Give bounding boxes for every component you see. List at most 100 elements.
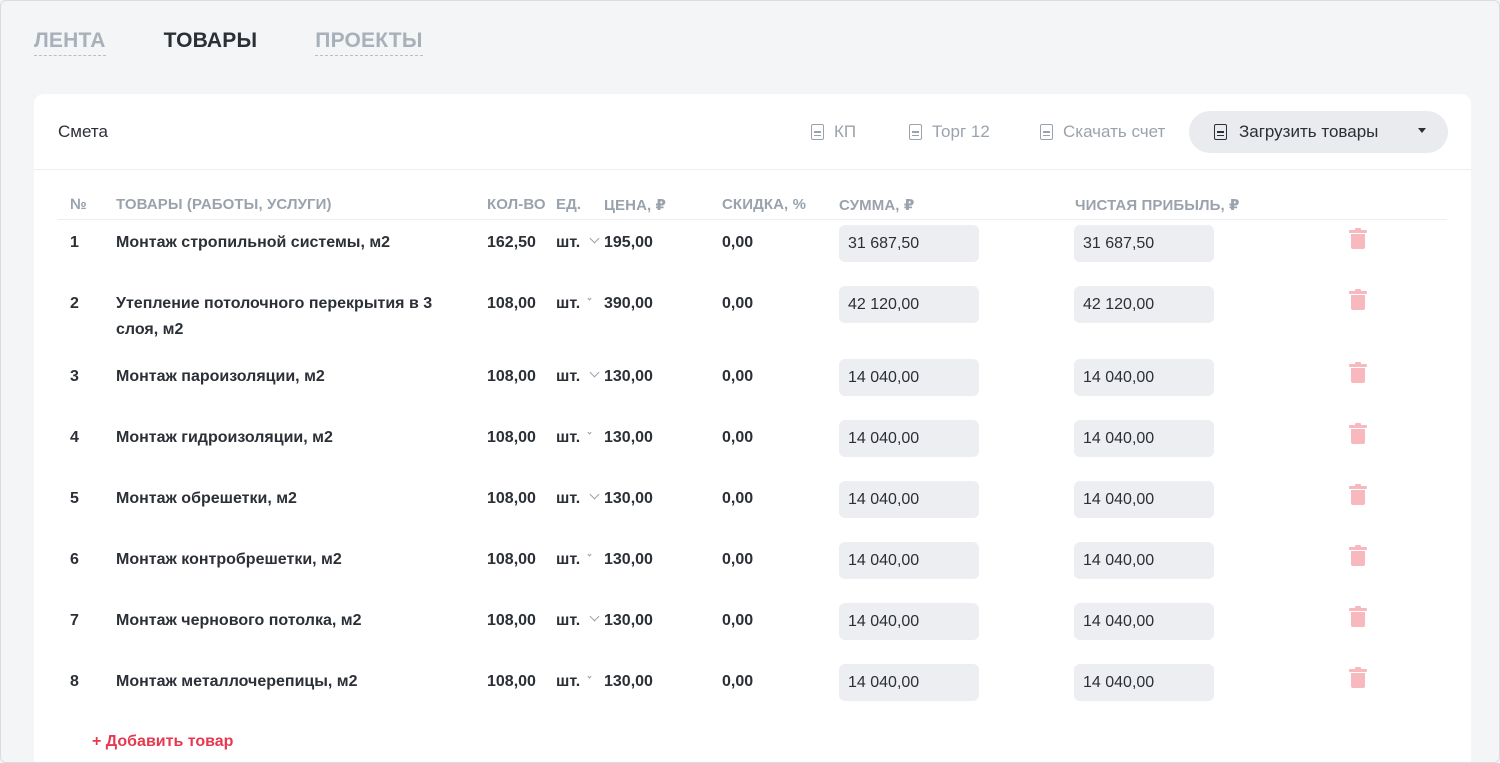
row-name[interactable]: Монтаж пароизоляции, м2	[116, 368, 325, 385]
top-tabs: ЛЕНТА ТОВАРЫ ПРОЕКТЫ	[34, 29, 481, 56]
chevron-down-icon[interactable]	[587, 674, 592, 679]
kp-label: КП	[834, 122, 857, 141]
chevron-down-icon[interactable]	[589, 233, 600, 244]
table-header: № ТОВАРЫ (РАБОТЫ, УСЛУГИ) КОЛ-ВО ЕД. ЦЕН…	[58, 194, 1447, 220]
row-price[interactable]: 130,00	[604, 612, 653, 629]
row-price[interactable]: 390,00	[604, 295, 653, 312]
document-icon	[1040, 124, 1053, 140]
document-icon	[909, 124, 922, 140]
row-price[interactable]: 130,00	[604, 368, 653, 385]
row-profit: 14 040,00	[1074, 359, 1214, 396]
chevron-down-icon[interactable]	[587, 430, 592, 435]
row-unit[interactable]: шт.	[556, 295, 581, 312]
trash-icon[interactable]	[1349, 667, 1367, 689]
row-unit[interactable]: шт.	[556, 234, 581, 251]
kp-button[interactable]: КП	[811, 122, 856, 142]
trash-icon[interactable]	[1349, 545, 1367, 567]
card-header: Смета КП Торг 12 Скачать счет Загрузить …	[34, 94, 1471, 170]
col-name: ТОВАРЫ (РАБОТЫ, УСЛУГИ)	[116, 196, 332, 213]
row-sum: 14 040,00	[839, 420, 979, 457]
table-row: 7 Монтаж чернового потолка, м2 108,00 шт…	[58, 603, 1447, 669]
trash-icon[interactable]	[1349, 484, 1367, 506]
row-discount[interactable]: 0,00	[722, 234, 754, 251]
chevron-down-icon[interactable]	[587, 296, 592, 301]
table-row: 6 Монтаж контробрешетки, м2 108,00 шт. 1…	[58, 542, 1447, 608]
caret-down-icon	[1418, 128, 1426, 133]
row-unit[interactable]: шт.	[556, 612, 581, 629]
trash-icon[interactable]	[1349, 423, 1367, 445]
row-num: 8	[70, 673, 79, 690]
row-sum: 31 687,50	[839, 225, 979, 262]
trash-icon[interactable]	[1349, 228, 1367, 250]
tab-projects[interactable]: ПРОЕКТЫ	[315, 29, 423, 56]
row-discount[interactable]: 0,00	[722, 551, 754, 568]
row-unit[interactable]: шт.	[556, 429, 581, 446]
col-qty: КОЛ-ВО	[487, 196, 546, 213]
row-qty[interactable]: 108,00	[487, 673, 536, 690]
row-sum: 14 040,00	[839, 481, 979, 518]
tab-products[interactable]: ТОВАРЫ	[163, 29, 258, 52]
col-unit: ЕД.	[556, 196, 582, 213]
row-unit[interactable]: шт.	[556, 490, 581, 507]
chevron-down-icon[interactable]	[589, 367, 600, 378]
row-qty[interactable]: 162,50	[487, 234, 536, 251]
row-unit[interactable]: шт.	[556, 368, 581, 385]
chevron-down-icon[interactable]	[589, 489, 600, 500]
row-qty[interactable]: 108,00	[487, 429, 536, 446]
row-qty[interactable]: 108,00	[487, 551, 536, 568]
row-qty[interactable]: 108,00	[487, 368, 536, 385]
row-sum: 42 120,00	[839, 286, 979, 323]
row-name[interactable]: Монтаж гидроизоляции, м2	[116, 429, 333, 446]
chevron-down-icon[interactable]	[589, 611, 600, 622]
row-profit: 14 040,00	[1074, 603, 1214, 640]
row-discount[interactable]: 0,00	[722, 490, 754, 507]
row-name[interactable]: Монтаж контробрешетки, м2	[116, 551, 342, 568]
tab-feed[interactable]: ЛЕНТА	[34, 29, 106, 56]
document-icon	[1214, 124, 1227, 140]
row-num: 1	[70, 234, 79, 251]
row-name[interactable]: Утепление потолочного перекрытия в 3 сло…	[116, 295, 433, 338]
trash-icon[interactable]	[1349, 362, 1367, 384]
row-discount[interactable]: 0,00	[722, 612, 754, 629]
row-price[interactable]: 195,00	[604, 234, 653, 251]
row-profit: 14 040,00	[1074, 420, 1214, 457]
row-discount[interactable]: 0,00	[722, 295, 754, 312]
col-num: №	[70, 196, 87, 213]
download-invoice-button[interactable]: Скачать счет	[1040, 122, 1165, 142]
row-price[interactable]: 130,00	[604, 490, 653, 507]
row-name[interactable]: Монтаж металлочерепицы, м2	[116, 673, 358, 690]
row-profit: 42 120,00	[1074, 286, 1214, 323]
row-qty[interactable]: 108,00	[487, 295, 536, 312]
row-discount[interactable]: 0,00	[722, 368, 754, 385]
row-discount[interactable]: 0,00	[722, 673, 754, 690]
row-unit[interactable]: шт.	[556, 673, 581, 690]
row-num: 5	[70, 490, 79, 507]
row-profit: 31 687,50	[1074, 225, 1214, 262]
row-profit: 14 040,00	[1074, 481, 1214, 518]
trash-icon[interactable]	[1349, 289, 1367, 311]
table-row: 8 Монтаж металлочерепицы, м2 108,00 шт. …	[58, 664, 1447, 730]
table-row: 4 Монтаж гидроизоляции, м2 108,00 шт. 13…	[58, 420, 1447, 486]
upload-products-button[interactable]: Загрузить товары	[1189, 111, 1448, 153]
torg12-button[interactable]: Торг 12	[909, 122, 990, 142]
row-name[interactable]: Монтаж чернового потолка, м2	[116, 612, 362, 629]
torg12-label: Торг 12	[932, 122, 990, 141]
add-item-link[interactable]: + Добавить товар	[92, 733, 234, 750]
estimate-card: Смета КП Торг 12 Скачать счет Загрузить …	[34, 94, 1471, 762]
row-price[interactable]: 130,00	[604, 673, 653, 690]
row-unit[interactable]: шт.	[556, 551, 581, 568]
row-qty[interactable]: 108,00	[487, 612, 536, 629]
row-name[interactable]: Монтаж обрешетки, м2	[116, 490, 297, 507]
row-name[interactable]: Монтаж стропильной системы, м2	[116, 234, 391, 251]
row-qty[interactable]: 108,00	[487, 490, 536, 507]
row-sum: 14 040,00	[839, 664, 979, 701]
trash-icon[interactable]	[1349, 606, 1367, 628]
table-row: 3 Монтаж пароизоляции, м2 108,00 шт. 130…	[58, 359, 1447, 425]
row-price[interactable]: 130,00	[604, 551, 653, 568]
row-discount[interactable]: 0,00	[722, 429, 754, 446]
row-price[interactable]: 130,00	[604, 429, 653, 446]
row-profit: 14 040,00	[1074, 542, 1214, 579]
chevron-down-icon[interactable]	[587, 552, 592, 557]
row-num: 2	[70, 295, 79, 312]
